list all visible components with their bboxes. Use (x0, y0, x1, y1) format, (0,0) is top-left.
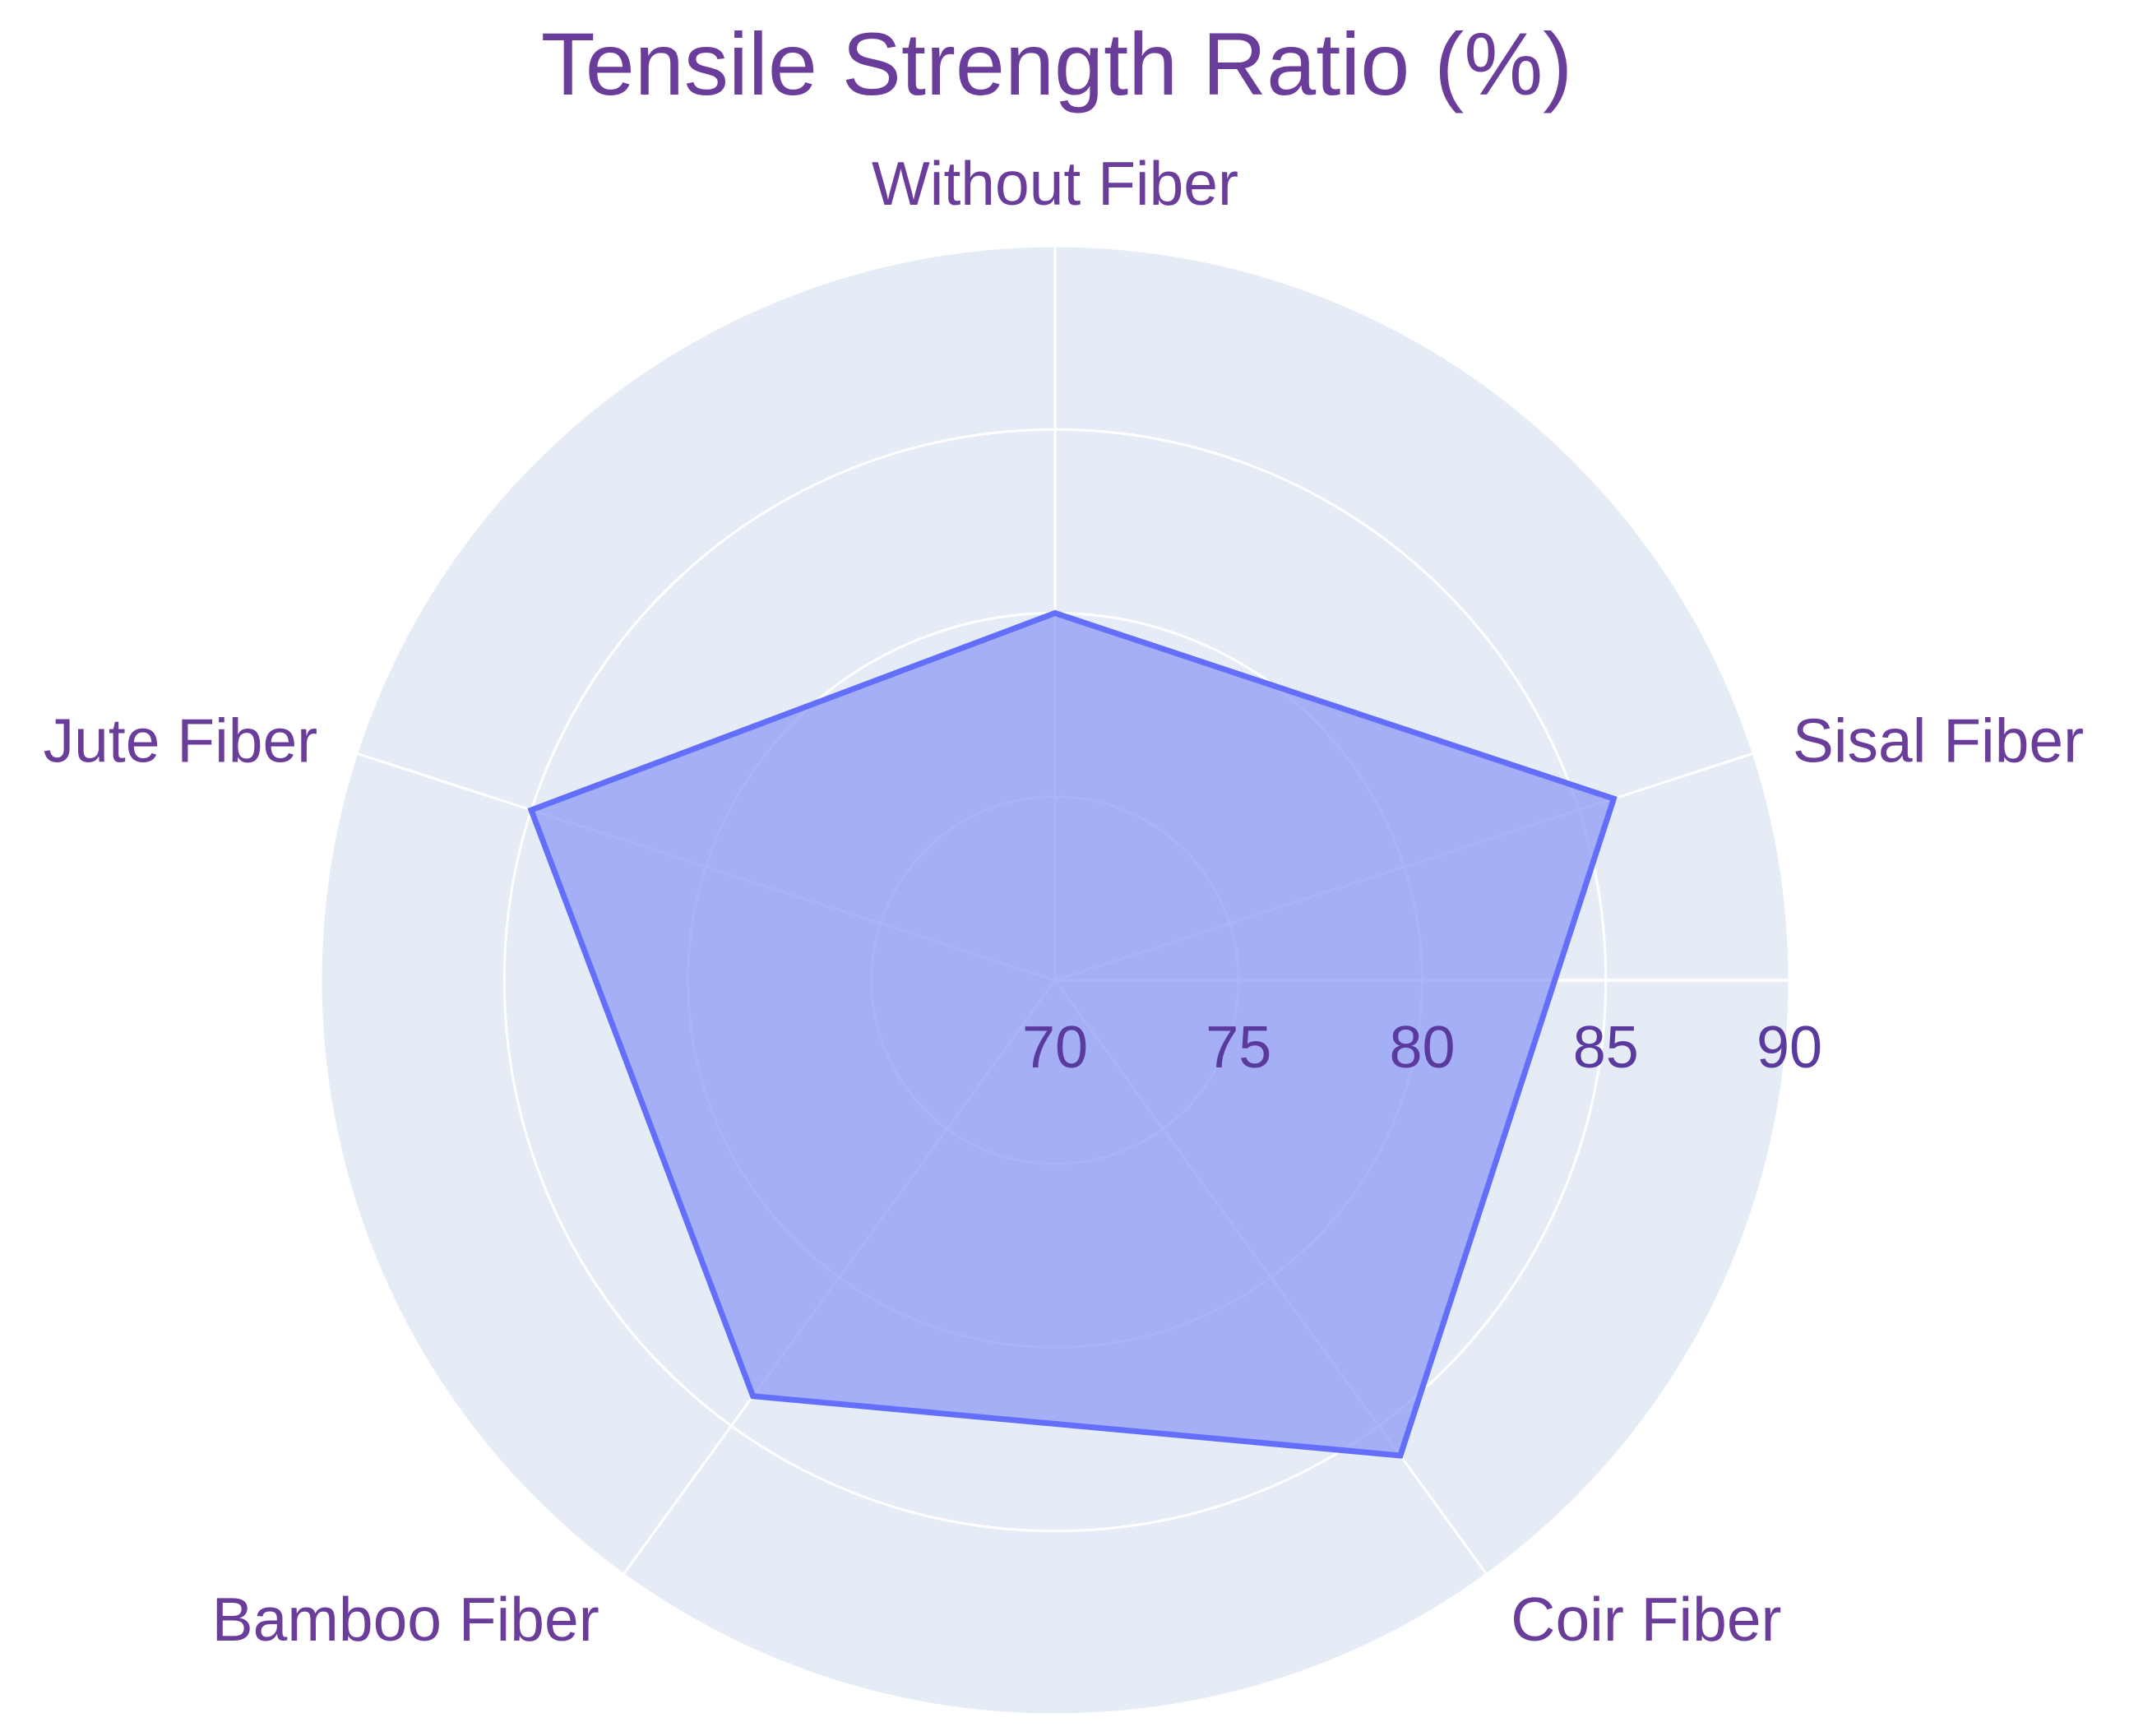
category-label-without-fiber: Without Fiber (872, 149, 1238, 218)
series-area-0 (527, 609, 1618, 1459)
series-area-layer (527, 609, 1618, 1459)
category-labels: Without Fiber Sisal Fiber Coir Fiber Bamboo… (44, 149, 2084, 1654)
category-label-coir-fiber: Coir Fiber (1511, 1585, 1781, 1654)
category-label-bamboo-fiber: Bamboo Fiber (212, 1585, 599, 1654)
radial-tick-labels: 70 75 80 85 90 (1022, 1015, 1822, 1081)
radial-tick-label: 85 (1573, 1015, 1639, 1081)
category-label-jute-fiber: Jute Fiber (44, 706, 317, 775)
radial-tick-label: 75 (1206, 1015, 1271, 1081)
category-label-sisal-fiber: Sisal Fiber (1793, 706, 2084, 775)
radial-tick-label: 80 (1389, 1015, 1455, 1081)
radial-tick-label: 70 (1022, 1015, 1088, 1081)
chart-title: Tensile Strength Ratio (%) (541, 14, 1573, 113)
radial-tick-label: 90 (1757, 1015, 1822, 1081)
